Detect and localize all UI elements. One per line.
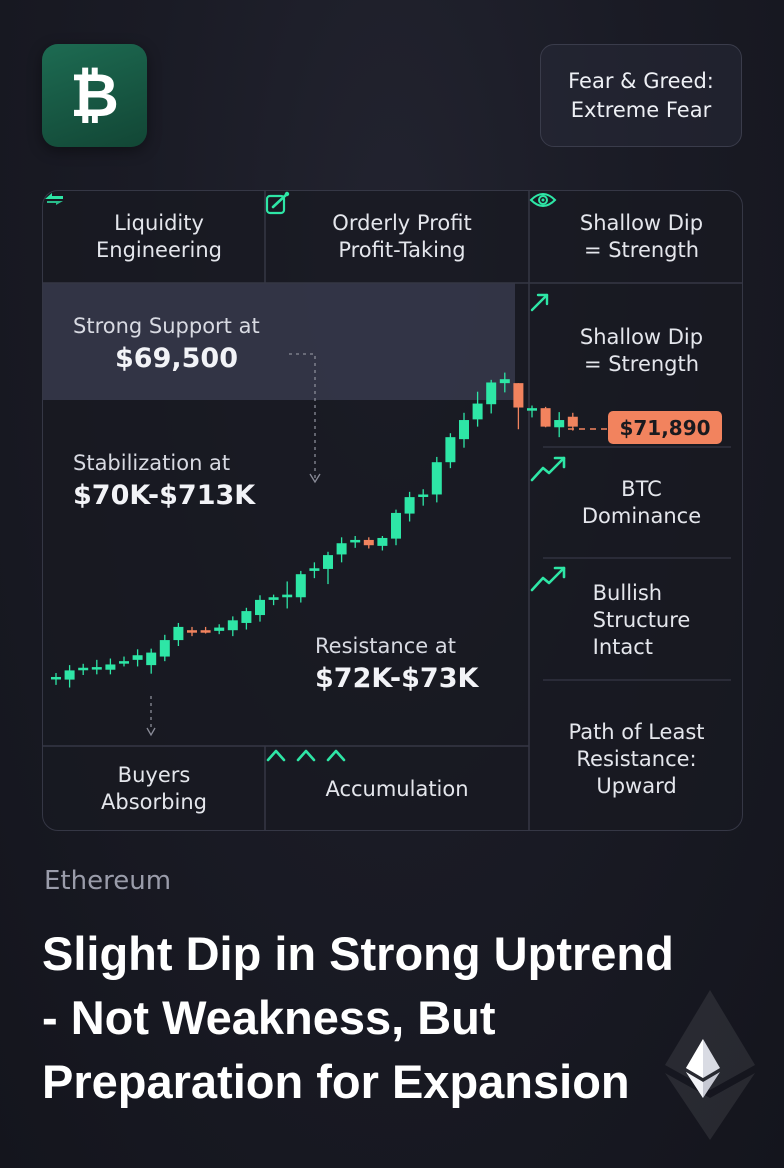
cell-buyers-absorbing: Buyers Absorbing <box>43 746 265 830</box>
headline-line1: Slight Dip in Strong Uptrend <box>42 927 674 980</box>
current-price-tag: $71,890 <box>608 411 722 444</box>
category-label: Ethereum <box>44 866 172 896</box>
cell-label-line2: Dominance <box>581 504 702 528</box>
cell-label-line3: Upward <box>596 774 677 798</box>
bitcoin-icon: ₿ <box>70 60 119 131</box>
fear-greed-badge: Fear & Greed: Extreme Fear <box>540 44 742 147</box>
cell-label-line1: Shallow Dip <box>579 325 704 349</box>
cell-accumulation: Accumulation <box>265 746 529 830</box>
candle-up <box>499 379 510 384</box>
cell-orderly-profit: Orderly Profit Profit-Taking <box>265 191 529 283</box>
candle-up <box>350 539 361 543</box>
candle-up <box>105 664 116 670</box>
candle-up <box>445 437 456 463</box>
candle-down <box>513 383 524 408</box>
cell-label-line1: Path of Least <box>568 720 705 744</box>
candle-up <box>323 555 333 569</box>
support-value: $69,500 <box>115 343 238 374</box>
candle-up <box>132 655 143 660</box>
fear-greed-value: Extreme Fear <box>570 97 712 122</box>
stabilization-label: Stabilization at <box>73 451 231 475</box>
bitcoin-logo: ₿ <box>42 44 147 147</box>
support-band <box>43 283 515 400</box>
cell-label-line2: Absorbing <box>101 790 207 814</box>
candle-up <box>51 676 61 680</box>
cell-label-line1: Liquidity <box>114 211 204 235</box>
candle-up <box>282 594 293 598</box>
candle-up <box>486 382 497 405</box>
resistance-value: $72K-$73K <box>315 663 479 694</box>
cell-label-line1: Buyers <box>117 763 191 787</box>
cell-path-least-resistance: Path of Least Resistance: Upward <box>529 687 742 830</box>
cell-label-line2: Profit-Taking <box>338 238 466 262</box>
candle-down <box>187 630 197 633</box>
cell-label-line2: Structure <box>592 607 691 632</box>
cell-label-line2: = Strength <box>583 352 700 376</box>
candle-up <box>241 611 252 623</box>
candle-up <box>431 462 442 495</box>
candle-up <box>554 420 565 428</box>
cell-liquidity-engineering: Liquidity Engineering <box>43 191 265 283</box>
headline-line2: - Not Weakness, But <box>42 991 496 1044</box>
cell-label-line1: BTC <box>621 477 662 501</box>
candle-up <box>391 512 401 539</box>
resistance-label: Resistance at <box>315 634 456 658</box>
candle-up <box>91 667 102 670</box>
support-label: Strong Support at <box>73 314 260 338</box>
cell-shallow-dip-right: Shallow Dip = Strength <box>529 291 742 411</box>
candle-up <box>472 403 483 420</box>
candle-up <box>404 497 415 514</box>
candle-up <box>214 627 225 631</box>
support-dashed-arrow <box>289 353 316 479</box>
buyers-arrow-head <box>146 727 156 737</box>
cell-bullish-structure: Bullish Structure Intact <box>529 563 742 677</box>
cell-label-line1: Bullish <box>592 580 663 605</box>
candle-up <box>78 667 89 671</box>
headline-line3: Preparation for Expansion <box>42 1055 630 1108</box>
cell-label-line1: Orderly Profit <box>332 211 472 235</box>
chart-panel: Liquidity Engineering Orderly Profit Profi… <box>42 190 743 831</box>
headline: Slight Dip in Strong Uptrend - Not Weakn… <box>42 922 742 1114</box>
candles-group <box>51 372 578 688</box>
candle-down <box>567 416 578 427</box>
candle-up <box>418 494 429 497</box>
candle-down <box>363 539 374 546</box>
candle-up <box>173 626 184 641</box>
chart-svg <box>43 191 742 830</box>
cell-label-line2: Resistance: <box>576 747 697 771</box>
cell-label-line2: Accumulation <box>325 776 469 801</box>
candle-up <box>268 597 279 600</box>
support-arrow-head <box>309 473 321 484</box>
candle-up <box>255 599 265 616</box>
candle-up <box>527 408 537 411</box>
ethereum-watermark-icon <box>665 990 755 1140</box>
cell-label-line3: Intact <box>592 634 654 659</box>
stabilization-annotation: Stabilization at $70K-$713K <box>73 448 255 514</box>
candle-up <box>459 420 469 440</box>
candlestick-chart: Liquidity Engineering Orderly Profit Profi… <box>43 191 742 830</box>
candle-up <box>309 568 320 571</box>
cell-btc-dominance: BTC Dominance <box>529 453 742 553</box>
stabilization-value: $70K-$713K <box>73 480 256 511</box>
cell-label-line1: Shallow Dip <box>579 211 704 235</box>
candle-up <box>336 543 347 555</box>
candle-up <box>377 537 388 546</box>
ethereum-icon <box>686 1039 720 1098</box>
candle-up <box>159 640 170 657</box>
candle-down <box>540 408 551 427</box>
resistance-annotation: Resistance at $72K-$73K <box>315 631 478 697</box>
cell-shallow-dip-top: Shallow Dip = Strength <box>529 191 742 283</box>
candle-up <box>64 670 75 680</box>
candle-up <box>227 620 238 631</box>
candle-up <box>295 574 306 598</box>
candle-down <box>200 630 211 633</box>
candle-up <box>146 652 157 666</box>
fear-greed-label: Fear & Greed: <box>568 68 714 93</box>
support-annotation: Strong Support at $69,500 <box>73 311 260 377</box>
candle-up <box>119 661 129 664</box>
cell-label-line2: = Strength <box>583 238 700 262</box>
cell-label-line2: Engineering <box>96 238 222 262</box>
